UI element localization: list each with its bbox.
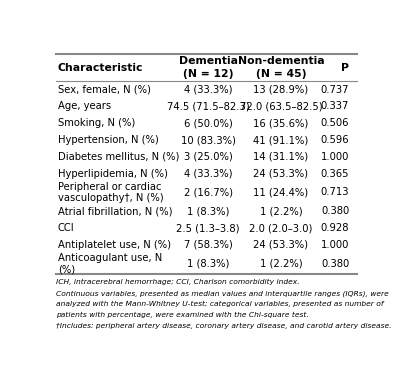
Text: 7 (58.3%): 7 (58.3%): [184, 240, 232, 250]
Text: Anticoagulant use, N
(%): Anticoagulant use, N (%): [58, 253, 162, 274]
Text: 0.337: 0.337: [321, 102, 349, 112]
Text: ICH, intracerebral hemorrhage; CCI, Charlson comorbidity index.: ICH, intracerebral hemorrhage; CCI, Char…: [56, 279, 300, 285]
Text: Hyperlipidemia, N (%): Hyperlipidemia, N (%): [58, 169, 168, 179]
Text: 4 (33.3%): 4 (33.3%): [184, 169, 232, 179]
Text: 1 (8.3%): 1 (8.3%): [187, 206, 229, 216]
Text: patients with percentage, were examined with the Chi-square test.: patients with percentage, were examined …: [56, 312, 309, 318]
Text: 72.0 (63.5–82.5): 72.0 (63.5–82.5): [240, 102, 322, 112]
Text: Age, years: Age, years: [58, 102, 111, 112]
Text: 11 (24.4%): 11 (24.4%): [253, 188, 308, 197]
Text: Antiplatelet use, N (%): Antiplatelet use, N (%): [58, 240, 171, 250]
Text: P: P: [341, 62, 349, 73]
Text: 1.000: 1.000: [321, 240, 349, 250]
Text: 1.000: 1.000: [321, 152, 349, 162]
Text: 0.365: 0.365: [321, 169, 349, 179]
Text: Atrial fibrillation, N (%): Atrial fibrillation, N (%): [58, 206, 172, 216]
Text: 24 (53.3%): 24 (53.3%): [254, 169, 308, 179]
Text: analyzed with the Mann-Whitney U-test; categorical variables, presented as numbe: analyzed with the Mann-Whitney U-test; c…: [56, 301, 384, 308]
Text: Hypertension, N (%): Hypertension, N (%): [58, 135, 158, 145]
Text: 41 (91.1%): 41 (91.1%): [253, 135, 308, 145]
Text: 14 (31.1%): 14 (31.1%): [253, 152, 308, 162]
Text: 16 (35.6%): 16 (35.6%): [253, 118, 308, 128]
Text: 1 (8.3%): 1 (8.3%): [187, 259, 229, 269]
Text: 6 (50.0%): 6 (50.0%): [184, 118, 232, 128]
Text: Peripheral or cardiac
vasculopathy†, N (%): Peripheral or cardiac vasculopathy†, N (…: [58, 182, 163, 203]
Text: †Includes: peripheral artery disease, coronary artery disease, and carotid arter: †Includes: peripheral artery disease, co…: [56, 323, 392, 329]
Text: 0.380: 0.380: [321, 206, 349, 216]
Text: Continuous variables, presented as median values and interquartile ranges (IQRs): Continuous variables, presented as media…: [56, 290, 389, 297]
Text: 0.380: 0.380: [321, 259, 349, 269]
Text: 0.713: 0.713: [321, 188, 349, 197]
Text: Smoking, N (%): Smoking, N (%): [58, 118, 135, 128]
Text: 13 (28.9%): 13 (28.9%): [253, 85, 308, 95]
Text: 0.506: 0.506: [321, 118, 349, 128]
Text: 24 (53.3%): 24 (53.3%): [254, 240, 308, 250]
Text: Dementia
(N = 12): Dementia (N = 12): [178, 56, 238, 79]
Text: Sex, female, N (%): Sex, female, N (%): [58, 85, 151, 95]
Text: Characteristic: Characteristic: [58, 62, 143, 73]
Text: 2 (16.7%): 2 (16.7%): [184, 188, 233, 197]
Text: 0.928: 0.928: [321, 223, 349, 233]
Text: 4 (33.3%): 4 (33.3%): [184, 85, 232, 95]
Text: CCI: CCI: [58, 223, 74, 233]
Text: 3 (25.0%): 3 (25.0%): [184, 152, 232, 162]
Text: 2.5 (1.3–3.8): 2.5 (1.3–3.8): [176, 223, 240, 233]
Text: 1 (2.2%): 1 (2.2%): [260, 259, 302, 269]
Text: 1 (2.2%): 1 (2.2%): [260, 206, 302, 216]
Text: Non-dementia
(N = 45): Non-dementia (N = 45): [238, 56, 324, 79]
Text: 74.5 (71.5–82.3): 74.5 (71.5–82.3): [167, 102, 250, 112]
Text: 0.737: 0.737: [321, 85, 349, 95]
Text: 2.0 (2.0–3.0): 2.0 (2.0–3.0): [249, 223, 313, 233]
Text: 10 (83.3%): 10 (83.3%): [181, 135, 236, 145]
Text: 0.596: 0.596: [320, 135, 349, 145]
Text: Diabetes mellitus, N (%): Diabetes mellitus, N (%): [58, 152, 179, 162]
